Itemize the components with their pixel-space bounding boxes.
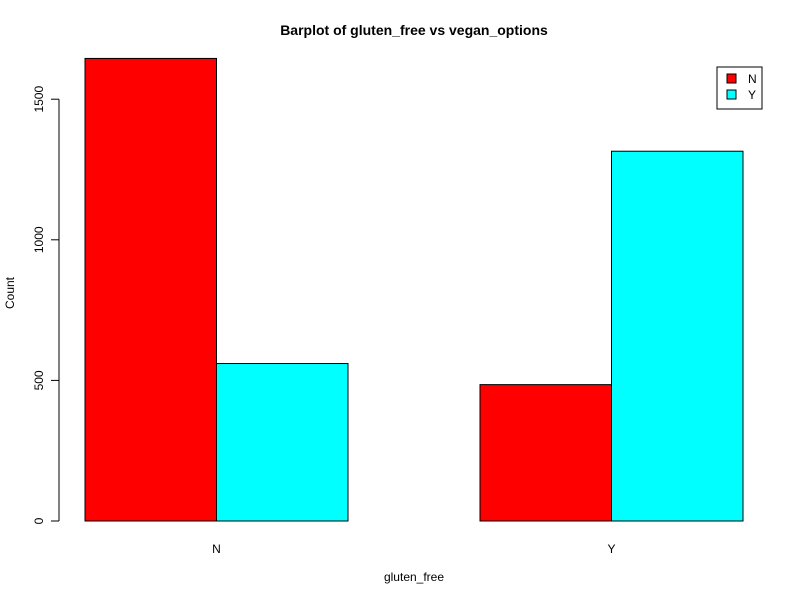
bar-N-N: [84, 57, 217, 522]
bars-group: [84, 57, 744, 522]
y-tick-label: 500: [32, 370, 46, 390]
x-axis-label: gluten_free: [384, 570, 444, 584]
legend: NY: [716, 66, 763, 110]
legend-swatch-N: [726, 73, 737, 84]
y-tick-label: 1500: [32, 86, 46, 113]
bar-N-Y: [216, 363, 349, 522]
x-tick-label-Y: Y: [607, 542, 615, 556]
x-tick-label-N: N: [212, 542, 221, 556]
legend-box: [716, 66, 763, 110]
y-axis-label: Count: [3, 276, 17, 309]
bar-Y-N: [479, 384, 612, 522]
legend-swatch-Y: [726, 89, 737, 100]
legend-label-Y: Y: [748, 88, 756, 102]
bar-Y-Y: [611, 150, 744, 522]
y-tick-label: 1000: [32, 226, 46, 253]
legend-label-N: N: [748, 72, 757, 86]
y-axis: 0 500 1000 1500: [32, 86, 60, 524]
chart-title: Barplot of gluten_free vs vegan_options: [280, 22, 548, 38]
y-tick-label: 0: [32, 517, 46, 524]
